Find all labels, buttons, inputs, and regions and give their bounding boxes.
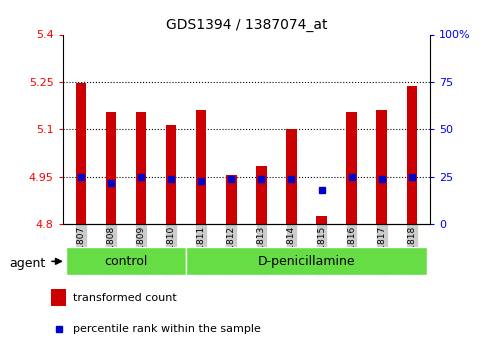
Bar xyxy=(186,247,427,275)
Bar xyxy=(196,110,206,224)
Bar xyxy=(75,82,86,224)
Bar xyxy=(256,166,267,224)
Bar xyxy=(106,112,116,224)
Bar xyxy=(66,247,186,275)
Bar xyxy=(166,125,176,224)
Bar xyxy=(226,175,237,224)
Bar xyxy=(136,112,146,224)
Bar xyxy=(346,112,357,224)
Bar xyxy=(51,289,66,306)
Text: control: control xyxy=(104,255,148,268)
Bar xyxy=(376,110,387,224)
Bar xyxy=(407,86,417,224)
Bar xyxy=(316,216,327,224)
Bar xyxy=(286,129,297,224)
Text: D-penicillamine: D-penicillamine xyxy=(258,255,355,268)
Text: agent: agent xyxy=(10,257,46,270)
Text: percentile rank within the sample: percentile rank within the sample xyxy=(73,324,261,334)
Text: transformed count: transformed count xyxy=(73,293,177,303)
Title: GDS1394 / 1387074_at: GDS1394 / 1387074_at xyxy=(166,18,327,32)
